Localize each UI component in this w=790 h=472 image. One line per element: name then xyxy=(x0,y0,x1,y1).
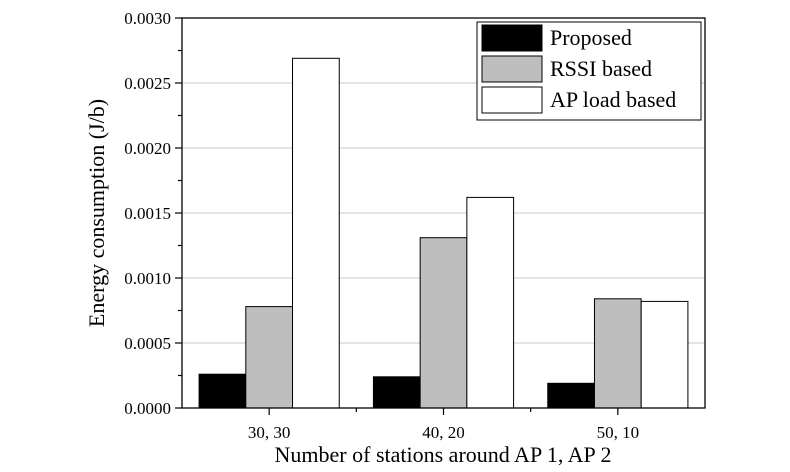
legend-swatch xyxy=(481,86,543,114)
x-tick-label: 50, 10 xyxy=(597,423,640,442)
bar-rssi-based xyxy=(245,306,294,409)
x-axis-title: Number of stations around AP 1, AP 2 xyxy=(275,442,612,467)
bar-proposed xyxy=(547,382,595,409)
x-axis-ticks: 30, 30 40, 20 50, 10 xyxy=(248,408,639,442)
legend-label: Proposed xyxy=(550,25,632,50)
bar-rssi-based xyxy=(593,298,642,409)
y-tick-label: 0.0010 xyxy=(124,269,171,288)
y-tick-label: 0.0000 xyxy=(124,399,171,418)
bar-ap-load-based xyxy=(466,196,515,409)
x-tick-label: 30, 30 xyxy=(248,423,291,442)
bar-ap-load-based xyxy=(292,57,340,409)
legend-swatch xyxy=(481,24,543,52)
y-tick-label: 0.0025 xyxy=(124,74,171,93)
y-tick-label: 0.0020 xyxy=(124,139,171,158)
y-axis-title: Energy consumption (J/b) xyxy=(84,99,109,327)
y-tick-label: 0.0030 xyxy=(124,9,171,28)
bar-rssi-based xyxy=(419,237,468,409)
bars xyxy=(198,57,689,409)
bar-proposed xyxy=(372,376,421,409)
y-axis-ticks: 0.0000 0.0005 0.0010 0.0015 0.0020 0.0025 0.00… xyxy=(124,9,182,418)
legend-label: RSSI based xyxy=(550,56,652,81)
bar-proposed xyxy=(198,373,247,409)
legend-label: AP load based xyxy=(550,87,676,112)
legend: Proposed RSSI based AP load based xyxy=(476,21,702,121)
bar-ap-load-based xyxy=(640,300,689,409)
legend-swatch xyxy=(481,55,543,83)
y-tick-label: 0.0015 xyxy=(124,204,171,223)
x-tick-label: 40, 20 xyxy=(422,423,465,442)
y-tick-label: 0.0005 xyxy=(124,334,171,353)
